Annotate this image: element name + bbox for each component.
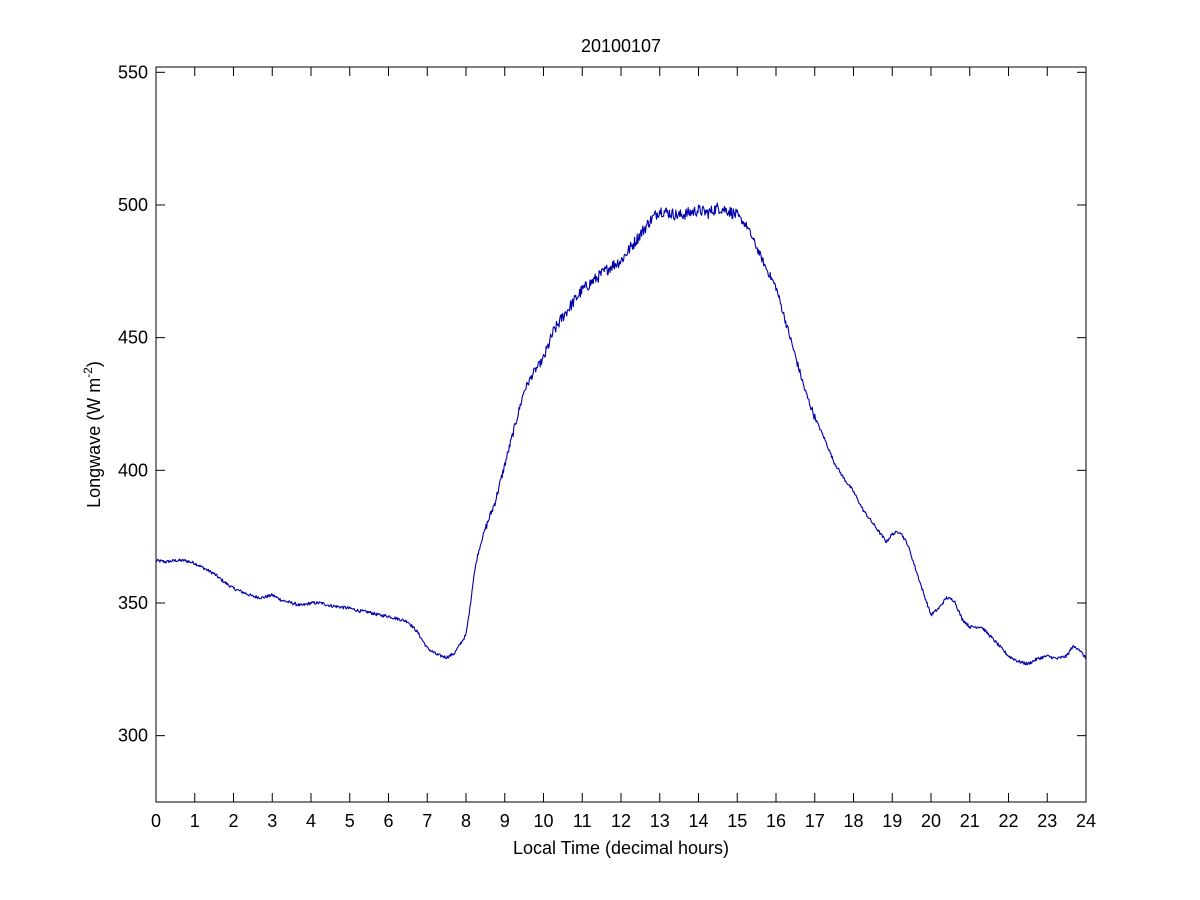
x-axis-title: Local Time (decimal hours)	[513, 838, 729, 858]
x-tick-label: 7	[422, 811, 432, 831]
x-tick-label: 12	[611, 811, 631, 831]
x-tick-label: 16	[766, 811, 786, 831]
x-tick-label: 14	[688, 811, 708, 831]
x-tick-label: 22	[998, 811, 1018, 831]
y-axis-title: Longwave (W m-2)	[81, 361, 104, 508]
x-tick-label: 9	[500, 811, 510, 831]
x-tick-label: 23	[1037, 811, 1057, 831]
y-axis-ticks: 300 350 400 450 500 550	[118, 62, 1086, 746]
x-tick-label: 11	[573, 811, 592, 831]
y-tick-label: 300	[118, 726, 148, 746]
chart-title: 20100107	[581, 36, 661, 56]
y-axis-title-prefix: Longwave (W m	[84, 378, 104, 508]
y-axis-title-suffix: )	[84, 361, 104, 367]
x-tick-label: 5	[345, 811, 355, 831]
x-tick-label: 1	[190, 811, 200, 831]
x-tick-label: 0	[151, 811, 161, 831]
x-tick-label: 19	[882, 811, 902, 831]
y-tick-label: 550	[118, 62, 148, 82]
y-tick-label: 400	[118, 460, 148, 480]
y-axis-title-superscript: -2	[81, 367, 95, 378]
x-tick-label: 8	[461, 811, 471, 831]
x-tick-label: 15	[727, 811, 747, 831]
x-tick-label: 17	[805, 811, 825, 831]
x-tick-label: 18	[843, 811, 863, 831]
x-tick-label: 3	[267, 811, 277, 831]
x-tick-label: 6	[383, 811, 393, 831]
x-tick-label: 10	[533, 811, 553, 831]
y-tick-label: 500	[118, 195, 148, 215]
x-tick-label: 13	[650, 811, 670, 831]
x-tick-label: 2	[228, 811, 238, 831]
plot-area	[155, 66, 1087, 803]
x-axis-ticks: 0 1 2 3 4 5 6 7 8 9 10 11 12 13 14 15 16 17 18 19 20 21 22 23 24	[151, 67, 1096, 831]
y-tick-label: 350	[118, 593, 148, 613]
x-tick-label: 21	[960, 811, 980, 831]
longwave-series-line	[155, 202, 1087, 666]
x-tick-label: 4	[306, 811, 316, 831]
x-tick-label: 20	[921, 811, 941, 831]
y-tick-label: 450	[118, 328, 148, 348]
x-tick-label: 24	[1076, 811, 1096, 831]
